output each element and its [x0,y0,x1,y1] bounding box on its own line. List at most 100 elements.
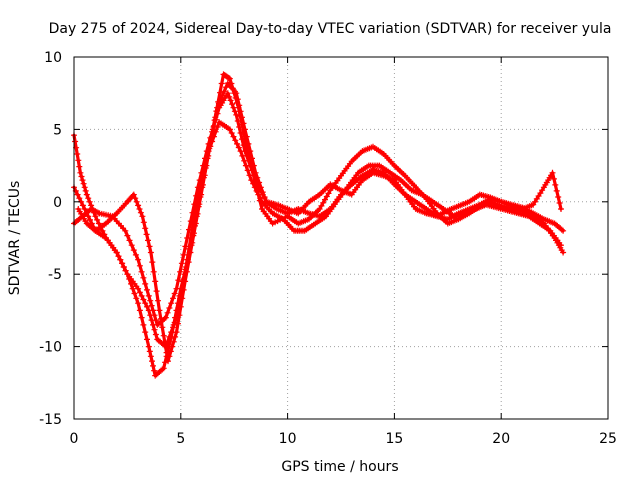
data-point [131,290,138,297]
data-point [135,300,142,307]
data-point [148,317,155,324]
data-point [251,184,258,191]
data-point [85,195,92,202]
data-point [176,312,183,319]
data-point [189,239,196,246]
data-point [148,302,155,309]
data-point [196,201,203,208]
data-point [201,172,208,179]
data-point [78,173,85,180]
data-point [143,231,150,238]
data-point [136,262,143,269]
data-point [232,137,239,144]
data-point [205,152,212,159]
data-point [249,155,255,162]
data-point [233,111,240,118]
data-point [136,289,143,296]
data-point [175,320,181,327]
data-point [166,353,173,360]
data-point [152,278,159,285]
data-point [145,343,152,350]
data-point [86,198,93,205]
data-point [150,321,156,328]
data-point [560,227,567,234]
data-point [183,268,190,275]
y-tick-label: -5 [48,267,62,283]
data-point [325,190,332,197]
data-point [163,349,170,356]
data-point [162,341,169,348]
data-point [226,75,233,82]
data-point [145,292,152,299]
axis-ticks: 0 5 10 15 20 25 10 5 0 -5 -10 -15 [39,50,617,447]
data-point [164,309,171,316]
data-point [145,307,152,314]
data-point [133,198,140,205]
data-point [173,285,180,292]
data-point [160,365,167,372]
data-point [94,216,101,223]
data-point [230,104,237,111]
data-point [318,202,325,209]
data-point [156,307,163,314]
data-point [133,295,140,302]
data-point [147,353,154,360]
data-point [83,209,90,216]
data-point [245,140,252,147]
data-point [82,187,89,194]
data-point [257,184,264,191]
data-point [113,249,120,256]
data-point [185,259,192,266]
data-point [239,152,246,159]
data-point [261,194,268,200]
y-tick-label: -10 [39,340,62,356]
data-point [244,167,251,174]
data-point [72,138,79,145]
data-point [254,174,261,181]
data-point [150,362,156,369]
data-point [217,96,224,103]
data-point [147,312,154,319]
data-point [117,256,124,263]
data-point [179,295,186,302]
data-point [74,191,81,198]
data-point [240,142,247,149]
data-point [132,195,139,202]
data-point [147,249,154,256]
data-point [241,157,248,164]
data-point [175,277,182,284]
data-point [236,124,243,130]
data-point [250,162,257,169]
x-tick-label: 20 [492,431,510,447]
data-point [234,96,241,103]
data-point [225,75,232,81]
data-point [316,206,323,212]
data-point [246,172,253,179]
data-point [230,133,237,140]
data-point [136,307,143,314]
data-point [150,268,157,275]
data-point [240,120,247,127]
data-point [172,333,179,340]
data-point [144,286,150,293]
data-point [560,249,567,256]
data-point [187,249,194,256]
data-point [558,226,565,233]
data-point [221,88,228,95]
data-point [120,264,127,270]
data-point [142,225,149,232]
data-point [553,187,560,194]
data-point [170,324,176,331]
data-point [218,80,225,87]
data-point [162,314,169,321]
data-point [166,305,173,311]
data-point [76,163,83,170]
data-point [79,177,86,184]
data-point [173,329,180,336]
data-point [235,144,242,151]
data-point [241,126,248,133]
data-point [130,191,137,198]
data-point [139,213,146,220]
data-point [129,285,136,292]
data-point [203,162,210,169]
